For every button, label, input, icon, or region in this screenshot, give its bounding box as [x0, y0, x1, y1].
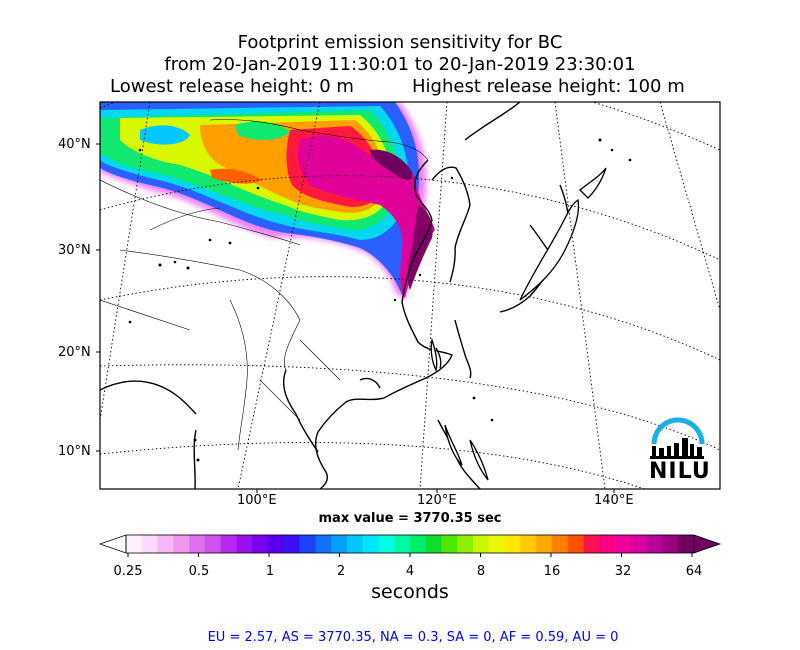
colorbar-cell [457, 535, 474, 553]
colorbar-cell [410, 535, 427, 553]
colorbar-cell [441, 535, 458, 553]
colorbar-tick-label: 0.25 [113, 564, 143, 579]
colorbar-cell [678, 535, 695, 553]
colorbar-tick-label: 0.5 [188, 564, 210, 579]
colorbar-unit: seconds [371, 581, 449, 603]
colorbar-cell [394, 535, 411, 553]
footprint-plume [100, 102, 435, 300]
lon-label-100: 100°E [237, 493, 277, 508]
colorbar-tick-label: 32 [614, 564, 632, 579]
colorbar-cell [315, 535, 332, 553]
nilu-logo [650, 417, 705, 459]
colorbar-ticks [127, 553, 693, 557]
lat-label-20: 20°N [58, 345, 91, 360]
plot-title: Footprint emission sensitivity for BC [237, 32, 563, 53]
colorbar-tick-label: 64 [685, 564, 703, 579]
colorbar-tick-label: 8 [476, 564, 486, 579]
max-value-label: max value = 3770.35 sec [318, 511, 502, 526]
highest-release-height: Highest release height: 100 m [412, 76, 685, 97]
colorbar-cell [583, 535, 600, 553]
colorbar-high-extend [693, 534, 722, 554]
colorbar-cell [425, 535, 443, 553]
colorbar-cell [189, 535, 206, 553]
colorbar-cell [252, 535, 269, 553]
colorbar-cell [615, 535, 632, 553]
lat-label-40: 40°N [58, 137, 91, 152]
colorbar-cell [220, 535, 237, 553]
colorbar-cell [126, 535, 143, 553]
colorbar-cell [662, 535, 679, 553]
colorbar-cell [536, 535, 553, 553]
lon-label-120: 120°E [417, 493, 457, 508]
colorbar-cell [331, 535, 348, 553]
colorbar-cell [504, 535, 521, 553]
colorbar-cell [141, 535, 159, 553]
colorbar-cell [567, 535, 585, 553]
colorbar-cell [299, 535, 316, 553]
region-totals: EU = 2.57, AS = 3770.35, NA = 0.3, SA = … [207, 630, 619, 645]
colorbar-cell [173, 535, 190, 553]
colorbar-cell [236, 535, 253, 553]
lon-label-140: 140°E [594, 493, 634, 508]
axis-ticks [96, 143, 615, 493]
colorbar-cell [157, 535, 174, 553]
colorbar-tick-label: 4 [405, 564, 415, 579]
colorbar-cell [599, 535, 616, 553]
colorbar-cell [362, 535, 379, 553]
colorbar-cell [488, 535, 506, 553]
colorbar-cell [473, 535, 490, 553]
colorbar-cell [283, 535, 301, 553]
colorbar-cell [630, 535, 648, 553]
colorbar-tick-label: 2 [336, 564, 346, 579]
colorbar-cell [646, 535, 663, 553]
lowest-release-height: Lowest release height: 0 m [110, 76, 354, 97]
plot-time-range: from 20-Jan-2019 11:30:01 to 20-Jan-2019… [164, 54, 636, 75]
lat-label-10: 10°N [58, 444, 91, 459]
colorbar-tick-label: 1 [265, 564, 275, 579]
colorbar-cell [378, 535, 395, 553]
lakes [128, 138, 632, 462]
islands [430, 167, 607, 481]
colorbar-low-extend [98, 534, 127, 554]
colorbar-cell [520, 535, 537, 553]
colorbar-cell [204, 535, 222, 553]
colorbar-cells [126, 535, 695, 553]
colorbar-cell [268, 535, 285, 553]
colorbar-tick-label: 16 [543, 564, 561, 579]
lat-label-30: 30°N [58, 243, 91, 258]
nilu-logo-text: NILU [649, 459, 711, 484]
colorbar-cell [552, 535, 569, 553]
graticule [100, 102, 720, 489]
country-borders [100, 119, 429, 451]
colorbar-cell [346, 535, 364, 553]
map-frame [99, 101, 721, 490]
